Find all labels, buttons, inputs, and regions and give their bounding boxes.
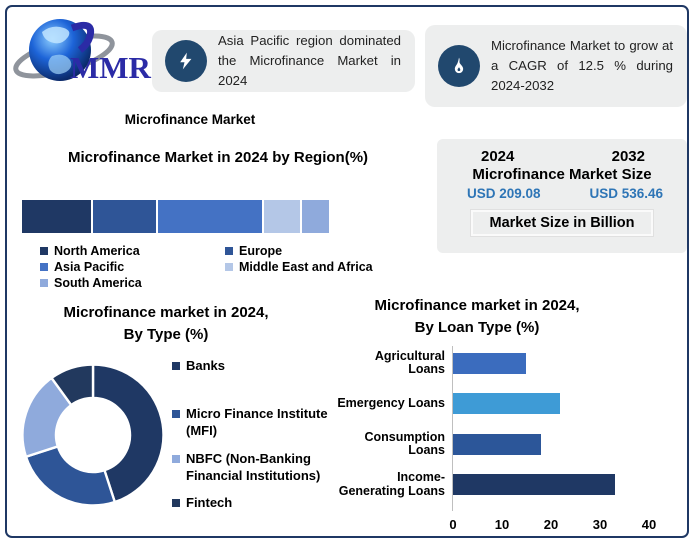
type-legend-item: Micro Finance Institute (MFI): [172, 406, 350, 440]
legend-swatch: [172, 454, 180, 463]
region-legend-item: North America: [40, 244, 225, 258]
page-title: Microfinance Market: [124, 112, 256, 127]
loan-row: Emergency Loans: [337, 384, 669, 425]
loan-row: Consumption Loans: [337, 424, 669, 465]
type-legend: Banks Micro Finance Institute (MFI) NBFC (…: [172, 358, 350, 512]
region-segment-north-america: [22, 200, 91, 233]
region-legend-item: Asia Pacific: [40, 260, 225, 274]
year-2024-label: 2024: [481, 148, 515, 165]
outer-border: [5, 5, 689, 538]
loan-bar: [452, 433, 541, 455]
market-size-footnote: Market Size in Billion: [471, 210, 653, 236]
legend-swatch: [172, 362, 180, 370]
loan-bar-area: [452, 433, 649, 455]
logo-text: MMR: [70, 50, 152, 85]
loan-bar: [452, 474, 615, 496]
loan-bar-area: [452, 474, 649, 496]
year-2032-label: 2032: [611, 148, 645, 165]
legend-swatch: [40, 263, 48, 271]
region-legend: North America Europe Asia Pacific Middle Ea…: [40, 244, 380, 290]
market-size-2024-value: USD 209.08: [467, 186, 541, 201]
logo-2-swoosh: [70, 21, 95, 53]
callout-asia-text: Asia Pacific region dominated the Microf…: [218, 33, 401, 88]
loan-row: Income-Generating Loans: [337, 465, 669, 506]
loan-category-label: Income-Generating Loans: [338, 470, 445, 498]
legend-swatch: [225, 263, 233, 271]
legend-label: Asia Pacific: [54, 260, 125, 274]
loan-category-label: Consumption Loans: [364, 429, 445, 458]
type-chart-title-line1: Microfinance market in 2024,: [63, 304, 269, 321]
region-segment-europe: [92, 200, 156, 233]
x-tick-label: 40: [641, 517, 657, 532]
legend-swatch: [40, 279, 48, 287]
donut-slice-3: [49, 363, 95, 407]
region-legend-item: Europe: [225, 244, 380, 258]
x-tick-label: 20: [543, 517, 559, 532]
market-size-card: 2024 2032 Microfinance Market Size USD 2…: [437, 139, 687, 253]
flame-icon: [438, 45, 480, 87]
legend-label: North America: [54, 244, 140, 258]
donut-slice-0: [91, 363, 165, 504]
region-legend-item: South America: [40, 276, 225, 290]
region-segment-south-america: [302, 200, 329, 233]
type-chart-title: Microfinance market in 2024, By Type (%): [25, 302, 307, 346]
donut-slice-1: [24, 444, 117, 507]
x-tick-label: 30: [592, 517, 608, 532]
legend-label: Micro Finance Institute (MFI): [186, 405, 328, 438]
region-segment-middle-east-and-africa: [264, 200, 301, 233]
loan-bar-area: [452, 393, 649, 415]
region-segment-asia-pacific: [157, 200, 263, 233]
legend-swatch: [172, 499, 180, 508]
legend-label: Fintech: [186, 495, 233, 511]
market-size-title: Microfinance Market Size: [472, 166, 652, 183]
loan-category-label: Agricultural Loans: [374, 348, 445, 377]
loan-bar-chart: Agricultural Loans Emergency Loans Consump…: [337, 343, 669, 533]
x-tick-label: 0: [449, 517, 457, 532]
loan-bar: [452, 352, 526, 374]
legend-label: NBFC (Non-Banking Financial Institutions…: [186, 450, 321, 483]
legend-label: Banks: [186, 358, 226, 373]
loan-chart-title: Microfinance market in 2024, By Loan Typ…: [343, 295, 611, 339]
legend-label: South America: [54, 276, 142, 290]
legend-swatch: [40, 247, 48, 255]
callout-asia-pacific: Asia Pacific region dominated the Microf…: [152, 30, 415, 92]
loan-rows: Agricultural Loans Emergency Loans Consump…: [337, 343, 669, 505]
region-stacked-bar: [22, 200, 329, 233]
loan-bar: [452, 393, 561, 415]
loan-chart-title-line2: By Loan Type (%): [414, 318, 540, 336]
market-size-2032-value: USD 536.46: [589, 186, 663, 201]
x-tick-label: 10: [494, 517, 510, 532]
callout-cagr-text: Microfinance Market to grow at a CAGR of…: [491, 38, 673, 93]
lightning-icon: [165, 40, 207, 82]
globe-continent: [48, 54, 72, 75]
legend-label: Europe: [239, 244, 283, 258]
type-legend-item: Banks: [172, 358, 350, 375]
type-chart-title-line2: By Type (%): [123, 325, 209, 343]
legend-swatch: [172, 409, 180, 418]
globe-continent: [42, 26, 70, 44]
market-size-values: USD 209.08 USD 536.46: [437, 183, 687, 201]
legend-label: Middle East and Africa: [239, 260, 373, 274]
legend-swatch: [225, 247, 233, 255]
loan-row: Agricultural Loans: [337, 343, 669, 384]
loan-chart-title-line1: Microfinance market in 2024,: [374, 297, 580, 314]
loan-x-axis-ticks: 0 10 20 30 40: [449, 517, 656, 535]
callout-cagr: Microfinance Market to grow at a CAGR of…: [425, 25, 687, 107]
mmr-logo: MMR: [13, 19, 152, 85]
region-legend-item: Middle East and Africa: [225, 260, 380, 274]
type-donut-chart: [20, 362, 166, 508]
loan-category-label: Emergency Loans: [337, 395, 445, 410]
loan-bar-area: [452, 352, 649, 374]
type-legend-item: NBFC (Non-Banking Financial Institutions…: [172, 451, 350, 485]
region-chart-title: Microfinance Market in 2024 by Region(%): [67, 149, 369, 166]
type-legend-item: Fintech: [172, 495, 350, 512]
loan-y-axis-line: [452, 346, 453, 511]
